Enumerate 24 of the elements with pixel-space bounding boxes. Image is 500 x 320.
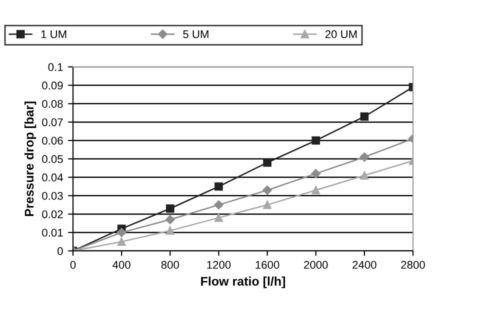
y-tick-label: 0.05 — [42, 155, 63, 164]
y-tick-label: 0.07 — [42, 118, 63, 126]
y-tick-label: 0.06 — [42, 136, 63, 145]
y-tick-label: 0.08 — [42, 100, 63, 108]
y-axis-title: Pressure drop [bar] — [24, 102, 36, 216]
y-tick-label: 0.02 — [42, 210, 63, 218]
x-tick-label: 2800 — [401, 260, 425, 269]
x-axis-title: Flow ratio [l/h] — [201, 276, 286, 288]
x-tick-label: 2000 — [304, 260, 328, 269]
legend-label: 1 UM — [41, 30, 66, 38]
y-tick-label: 0.09 — [42, 82, 63, 90]
x-tick-label: 1200 — [207, 260, 231, 269]
y-tick-label: 0.1 — [48, 63, 63, 72]
y-tick-label: 0.03 — [42, 192, 63, 200]
x-tick-label: 0 — [70, 260, 76, 269]
y-tick-label: 0.04 — [42, 174, 63, 182]
legend-label: 5 UM — [183, 30, 208, 38]
legend-label: 20 UM — [325, 30, 357, 38]
y-tick-label: 0.01 — [42, 228, 63, 237]
x-tick-label: 400 — [112, 260, 130, 269]
y-tick-label: 0 — [58, 247, 63, 256]
x-tick-label: 2400 — [352, 260, 376, 269]
x-tick-label: 1600 — [256, 260, 280, 269]
x-tick-label: 800 — [161, 260, 179, 269]
